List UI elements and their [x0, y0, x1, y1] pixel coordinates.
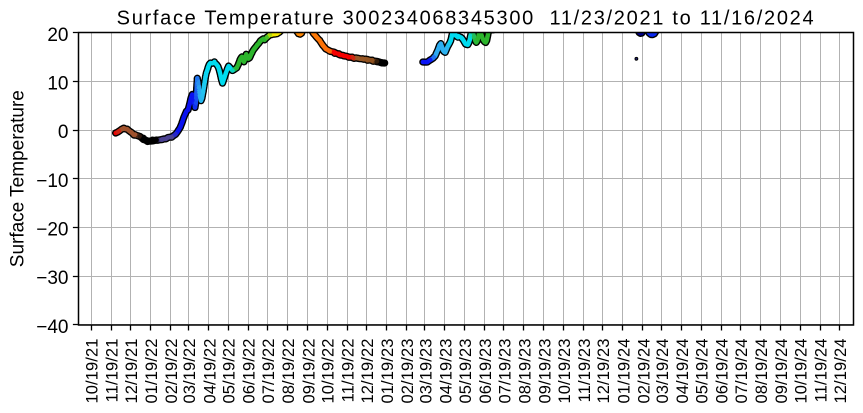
- svg-text:03/19/24: 03/19/24: [654, 339, 672, 404]
- svg-text:01/19/24: 01/19/24: [615, 339, 633, 404]
- svg-text:02/19/23: 02/19/23: [399, 339, 417, 404]
- svg-text:08/19/23: 08/19/23: [516, 339, 534, 404]
- svg-text:07/19/22: 07/19/22: [260, 339, 278, 404]
- svg-text:11/19/24: 11/19/24: [813, 339, 831, 403]
- svg-text:01/19/22: 01/19/22: [143, 339, 161, 404]
- svg-text:01/19/23: 01/19/23: [379, 339, 397, 404]
- svg-text:12/19/22: 12/19/22: [359, 339, 377, 404]
- svg-text:07/19/24: 07/19/24: [733, 339, 751, 404]
- svg-text:10/19/23: 10/19/23: [556, 339, 574, 404]
- svg-text:10/19/24: 10/19/24: [793, 339, 811, 404]
- svg-text:−40: −40: [36, 317, 68, 338]
- svg-text:10/19/21: 10/19/21: [84, 339, 102, 404]
- svg-text:12/19/23: 12/19/23: [595, 339, 613, 404]
- svg-text:03/19/23: 03/19/23: [417, 339, 435, 404]
- svg-text:09/19/23: 09/19/23: [536, 339, 554, 404]
- svg-text:11/19/21: 11/19/21: [104, 339, 122, 403]
- svg-text:10: 10: [47, 74, 68, 95]
- svg-text:06/19/23: 06/19/23: [477, 339, 495, 404]
- svg-text:12/19/21: 12/19/21: [123, 339, 141, 404]
- svg-text:04/19/23: 04/19/23: [437, 339, 455, 404]
- svg-text:12/19/24: 12/19/24: [832, 339, 850, 404]
- svg-text:04/19/24: 04/19/24: [674, 339, 692, 404]
- svg-text:−30: −30: [36, 268, 68, 289]
- svg-text:Surface Temperature: Surface Temperature: [8, 90, 29, 267]
- svg-text:09/19/24: 09/19/24: [773, 339, 791, 404]
- svg-text:20: 20: [47, 25, 68, 46]
- svg-text:−20: −20: [36, 220, 68, 241]
- svg-text:06/19/22: 06/19/22: [241, 339, 259, 404]
- svg-text:−10: −10: [36, 171, 68, 192]
- svg-text:09/19/22: 09/19/22: [300, 339, 318, 404]
- svg-text:08/19/24: 08/19/24: [753, 339, 771, 404]
- svg-text:03/19/22: 03/19/22: [181, 339, 199, 404]
- svg-text:05/19/22: 05/19/22: [221, 339, 239, 404]
- svg-text:11/19/22: 11/19/22: [340, 339, 358, 403]
- svg-text:08/19/22: 08/19/22: [280, 339, 298, 404]
- svg-text:07/19/23: 07/19/23: [496, 339, 514, 404]
- svg-text:Surface Temperature 3002340683: Surface Temperature 300234068345300 11/2…: [117, 8, 816, 30]
- svg-text:0: 0: [58, 122, 69, 143]
- svg-text:05/19/24: 05/19/24: [694, 339, 712, 404]
- svg-text:06/19/24: 06/19/24: [714, 339, 732, 404]
- svg-text:02/19/24: 02/19/24: [635, 339, 653, 404]
- svg-text:04/19/22: 04/19/22: [201, 339, 219, 404]
- svg-text:10/19/22: 10/19/22: [320, 339, 338, 404]
- svg-text:11/19/23: 11/19/23: [576, 339, 594, 403]
- svg-text:02/19/22: 02/19/22: [163, 339, 181, 404]
- svg-text:05/19/23: 05/19/23: [457, 339, 475, 404]
